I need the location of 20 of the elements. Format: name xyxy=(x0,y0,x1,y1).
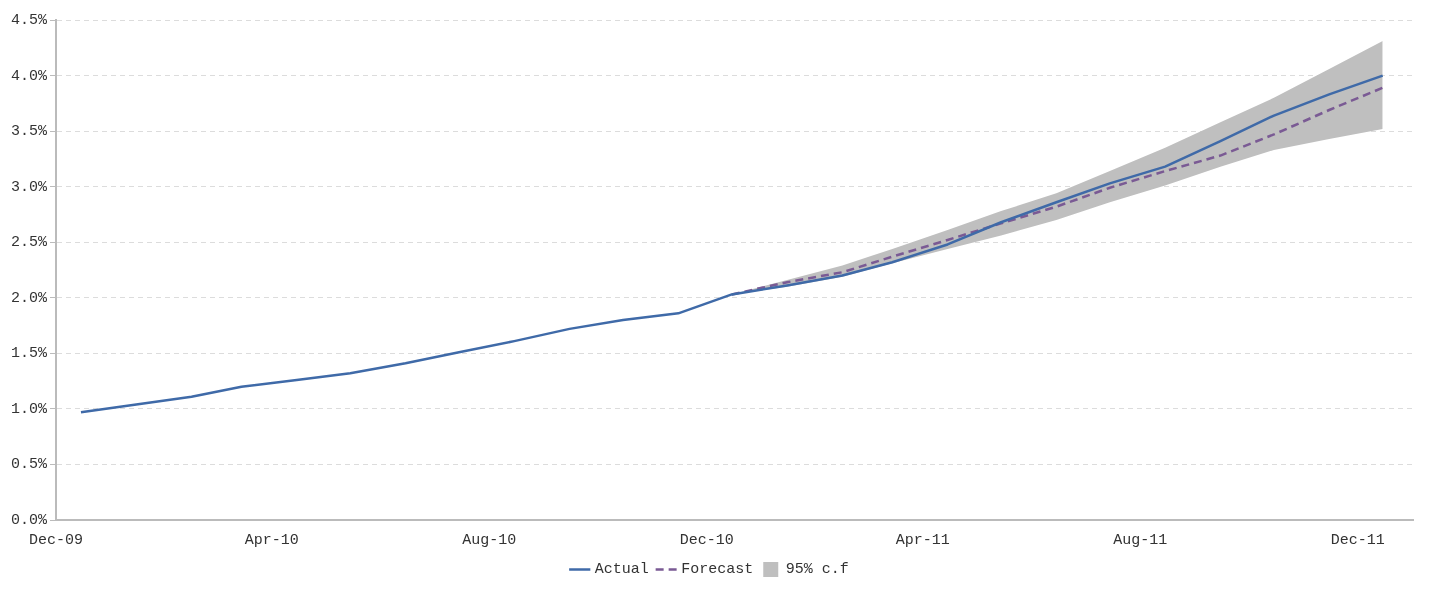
x-tick-label: Dec-10 xyxy=(679,531,734,549)
y-tick-label: 3.5% xyxy=(10,123,48,141)
x-tick-label: Dec-11 xyxy=(1330,531,1385,549)
y-tick-label: 4.0% xyxy=(10,67,48,85)
y-tick-label: 4.5% xyxy=(10,11,48,29)
legend-label: Forecast xyxy=(681,561,754,579)
legend-label: 95% c.f xyxy=(785,561,849,579)
y-tick-label: 0.5% xyxy=(10,456,48,474)
y-tick-label: 0.0% xyxy=(10,511,48,529)
x-tick-label: Apr-11 xyxy=(895,531,950,549)
y-tick-label: 2.5% xyxy=(10,234,48,252)
x-tick-label: Aug-10 xyxy=(462,531,517,549)
legend-label: Actual xyxy=(594,561,649,579)
y-tick-label: 1.5% xyxy=(10,345,48,363)
x-tick-label: Dec-09 xyxy=(29,531,84,549)
y-tick-label: 2.0% xyxy=(10,289,48,307)
x-tick-label: Aug-11 xyxy=(1113,531,1168,549)
y-tick-label: 1.0% xyxy=(10,400,48,418)
x-tick-label: Apr-10 xyxy=(244,531,299,549)
y-tick-label: 3.0% xyxy=(10,178,48,196)
